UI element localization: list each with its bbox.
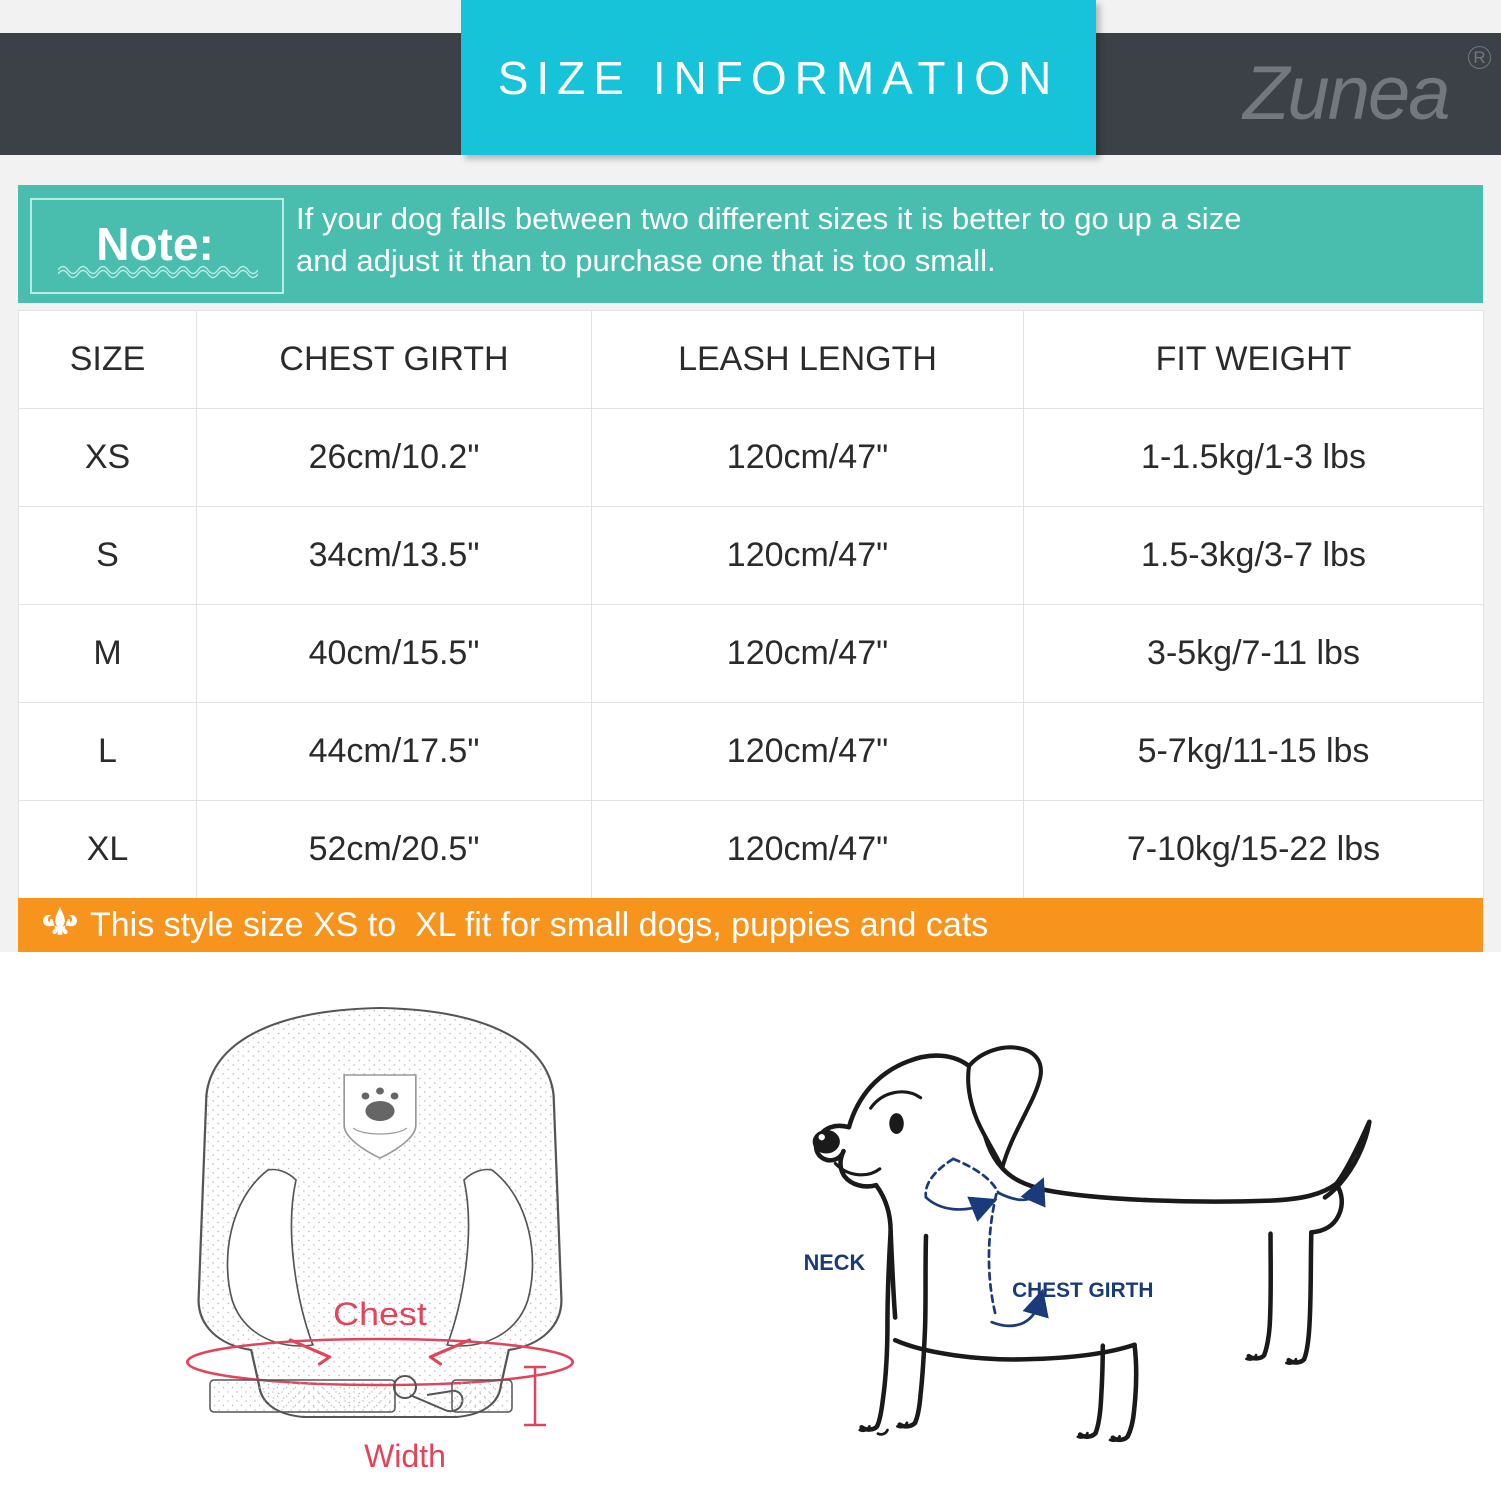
svg-text:Chest: Chest [333,1297,427,1333]
svg-text:CHEST GIRTH: CHEST GIRTH [1012,1279,1153,1302]
svg-text:NECK: NECK [804,1250,866,1275]
svg-text:Width: Width [364,1438,446,1474]
